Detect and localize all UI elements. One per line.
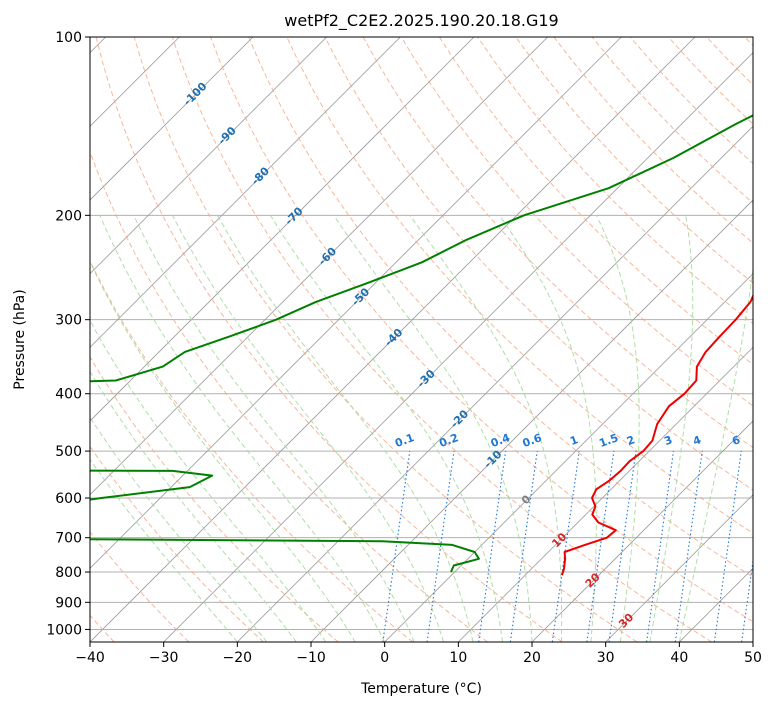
mixing-ratio-line [426,451,455,642]
x-axis-label: Temperature (°C) [360,681,482,697]
isotherm-line [90,37,696,642]
mixing-ratio-label: 4 [691,433,703,448]
dry-adiabat [133,37,638,642]
dry-adiabat [90,445,264,642]
x-tick-label: 0 [380,650,389,666]
x-tick-label: −40 [75,650,105,666]
moist-adiabat [133,215,415,642]
isotherm-line [90,37,548,496]
y-tick-label: 100 [55,30,82,46]
dry-adiabat [90,259,414,642]
dry-adiabat [90,531,190,642]
moist-adiabat [172,215,445,642]
dry-adiabat [400,37,753,407]
plot-frame [89,36,754,643]
dry-adiabat [324,37,753,491]
temperature-profile [560,293,753,576]
moist-adiabat [678,265,753,642]
mixing-ratio-label: 0.4 [489,431,512,450]
mixing-ratio-line [713,451,742,642]
mixing-ratio-line [478,451,507,642]
isotherm-line [531,420,753,642]
mixing-ratio-line [551,451,580,642]
mixing-ratio-line [674,451,703,642]
y-tick-label: 1000 [46,622,82,638]
isotherm-line [90,37,254,201]
isotherm-line [605,494,753,642]
moist-adiabat [499,215,597,642]
y-axis-label: Pressure (hPa) [12,289,28,389]
moist-adiabat [90,416,268,642]
x-tick-label: 50 [744,650,762,666]
moist-adiabat [270,215,503,642]
dry-adiabat [248,37,753,578]
y-tick-label: 200 [55,208,82,224]
isotherm-line [384,273,753,642]
moist-adiabat [90,319,327,642]
x-tick-label: −20 [223,650,253,666]
mixing-ratio-label: 3 [663,433,675,448]
plot-background [90,37,753,642]
chart-title: wetPf2_C2E2.2025.190.20.18.G19 [284,11,558,31]
isotherm-line [90,37,622,569]
isotherm-line [90,37,401,348]
dry-adiabat [515,37,753,284]
axis-ticks: −40 −30 −20 −10 0 10 20 30 40 50 1000 900 800 700 600 5… [46,30,762,666]
y-tick-label: 400 [55,387,82,403]
x-tick-label: 30 [597,650,615,666]
dry-adiabat [95,37,563,642]
y-tick-label: 700 [55,531,82,547]
x-tick-label: −30 [149,650,179,666]
mixing-ratio-line [509,451,538,642]
y-tick-label: 600 [55,491,82,507]
mixing-ratio-label: 1.5 [597,431,620,450]
mixing-ratio-label: 0.6 [521,431,544,450]
x-tick-label: 10 [449,650,467,666]
mixing-ratio-label: 6 [730,433,742,448]
mixing-ratio-line [586,451,615,642]
dry-adiabat [210,37,753,623]
dry-adiabat [90,150,488,642]
x-tick-label: 40 [670,650,688,666]
dewpoint-profile [90,114,753,573]
isotherm-label: 40 [650,651,670,671]
mixing-ratio-label: 2 [625,433,637,448]
mixing-ratio-line [382,451,411,642]
y-tick-label: 800 [55,565,82,581]
sounding-profiles [90,114,753,576]
x-tick-label: −10 [296,650,326,666]
y-tick-label: 300 [55,313,82,329]
moist-adiabat [90,370,297,642]
y-tick-label: 900 [55,595,82,611]
moist-adiabat [409,215,563,642]
mixing-ratio-label: 0.2 [437,431,460,450]
x-tick-label: 20 [523,650,541,666]
y-tick-label: 500 [55,444,82,460]
moist-adiabat [90,458,238,642]
isotherm-line [752,641,753,642]
isotherm-line [90,37,475,422]
isotherm-line [90,37,327,275]
moist-adiabat [649,215,694,642]
mixing-ratio-line [764,451,775,642]
moist-adiabat [596,215,640,642]
mixing-ratio-label: 8 [758,433,770,448]
dry-adiabat [171,37,712,642]
mixing-ratio-label: 0.1 [393,431,416,450]
moist-adiabat [90,260,356,642]
dry-adiabat [438,37,753,366]
mixing-ratio-label: 1 [568,433,580,448]
mixing-ratio-line [608,451,637,642]
moist-adiabat [99,215,386,642]
mixing-ratio-line [646,451,675,642]
